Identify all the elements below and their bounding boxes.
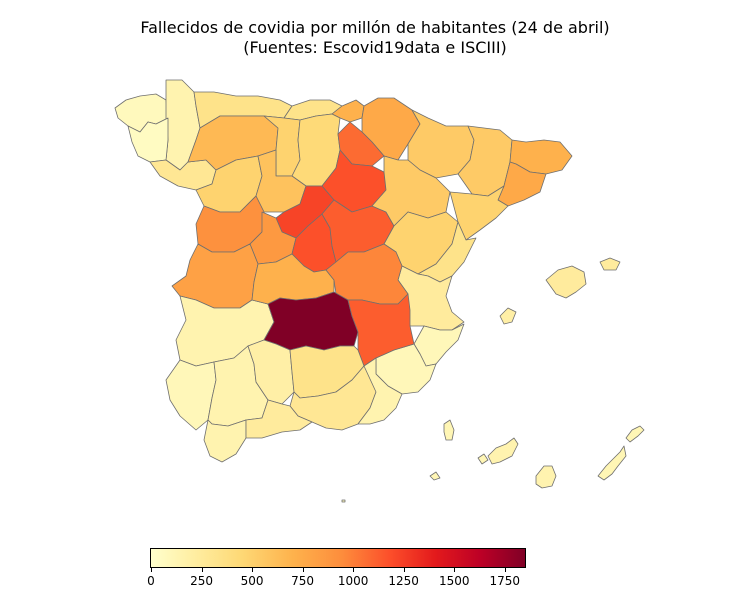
colorbar-tick xyxy=(403,568,405,572)
colorbar-tick xyxy=(201,568,203,572)
colorbar: 0 250 500 750 1000 1250 1500 1750 xyxy=(147,548,526,588)
region-menorca xyxy=(599,257,621,271)
region-malaga xyxy=(245,399,313,439)
region-ibiza xyxy=(499,307,517,325)
colorbar-tick-label: 1750 xyxy=(489,574,521,588)
region-galicia-pontevedra xyxy=(127,117,169,163)
colorbar-tick-label: 1500 xyxy=(438,574,470,588)
region-ciudad-real xyxy=(263,291,359,351)
colorbar-tick-label: 1250 xyxy=(388,574,419,588)
colorbar-tick-label: 1000 xyxy=(337,574,369,588)
region-canarias-hierro xyxy=(429,471,441,481)
colorbar-tick-label: 500 xyxy=(240,574,264,588)
region-canarias-la-gomera xyxy=(477,453,489,465)
region-canarias-lanzarote xyxy=(625,425,645,443)
region-albacete xyxy=(347,293,415,367)
map-title-line-2: (Fuentes: Escovid19data e ISCIII) xyxy=(243,38,507,57)
region-canarias-tenerife xyxy=(487,437,519,465)
region-tarragona xyxy=(449,185,509,241)
region-canarias-gran-canaria xyxy=(535,465,557,489)
region-almeria xyxy=(357,357,403,425)
colorbar-tick-label: 750 xyxy=(291,574,315,588)
colorbar-tick xyxy=(504,568,506,572)
region-canarias-la-palma xyxy=(443,419,455,441)
map-title-line-1: Fallecidos de covidia por millón de habi… xyxy=(140,18,610,37)
colorbar-tick xyxy=(252,568,254,572)
region-alboran-islet xyxy=(341,499,346,503)
colorbar-tick xyxy=(454,568,456,572)
region-mallorca xyxy=(545,265,587,299)
region-cadiz xyxy=(203,419,247,463)
colorbar-gradient xyxy=(150,548,526,568)
colorbar-tick-label: 0 xyxy=(147,574,155,588)
region-canarias-fuerteventura xyxy=(597,445,627,481)
colorbar-tick xyxy=(151,568,152,572)
spain-choropleth-map xyxy=(114,79,645,503)
colorbar-tick-label: 250 xyxy=(190,574,213,588)
colorbar-tick xyxy=(302,568,304,572)
colorbar-tick xyxy=(353,568,355,572)
region-navarra xyxy=(361,97,421,161)
